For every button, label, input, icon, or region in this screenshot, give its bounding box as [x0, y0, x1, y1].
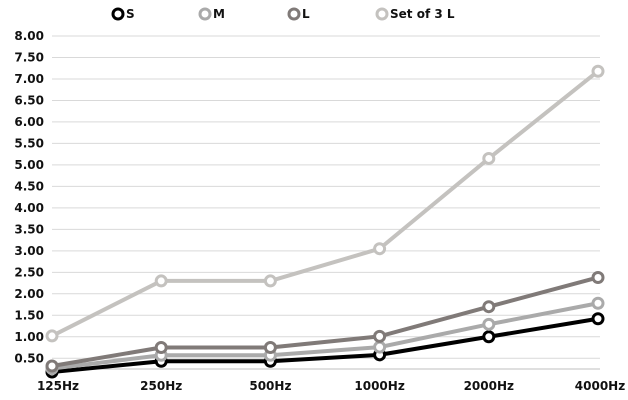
- legend-marker: [111, 7, 125, 21]
- y-tick-label: 6.00: [14, 115, 44, 129]
- data-point: [591, 312, 605, 326]
- legend-marker: [375, 7, 389, 21]
- x-tick-label: 4000Hz: [575, 379, 625, 393]
- y-tick-label: 7.00: [14, 72, 44, 86]
- legend: S M L Set of 3 L: [111, 7, 455, 21]
- data-point: [591, 296, 605, 310]
- series-s: [45, 312, 605, 379]
- y-tick-label: 3.00: [14, 244, 44, 258]
- series-line: [50, 316, 600, 375]
- data-point: [591, 64, 605, 78]
- data-point: [373, 242, 387, 256]
- y-tick-label: 4.00: [14, 201, 44, 215]
- series-line: [50, 275, 600, 368]
- data-point: [591, 270, 605, 284]
- x-tick-label: 1000Hz: [354, 379, 404, 393]
- legend-label: Set of 3 L: [390, 7, 455, 21]
- y-tick-label: 1.50: [14, 308, 44, 322]
- series-set-of-3-l: [45, 64, 605, 343]
- legend-item: S: [111, 7, 135, 21]
- data-point: [45, 359, 59, 373]
- data-point: [373, 329, 387, 343]
- y-tick-label: 0.50: [14, 351, 44, 365]
- y-tick-label: 7.50: [14, 50, 44, 64]
- legend-item: L: [287, 7, 310, 21]
- data-point: [482, 330, 496, 344]
- y-tick-label: 5.00: [14, 158, 44, 172]
- legend-marker: [198, 7, 212, 21]
- y-axis: 0.50 1.00 1.50 2.00 2.50 3.00 3.50 4.00 4.50 5.00…: [14, 29, 44, 365]
- legend-label: L: [302, 7, 310, 21]
- y-tick-label: 3.50: [14, 222, 44, 236]
- series: [45, 64, 605, 379]
- data-point: [373, 340, 387, 354]
- y-tick-label: 8.00: [14, 29, 44, 43]
- data-point: [154, 274, 168, 288]
- data-point: [45, 329, 59, 343]
- legend-label: S: [126, 7, 135, 21]
- y-tick-label: 6.50: [14, 93, 44, 107]
- x-tick-label: 250Hz: [140, 379, 182, 393]
- legend-item: M: [198, 7, 225, 21]
- y-tick-label: 4.50: [14, 179, 44, 193]
- series-line: [50, 69, 600, 338]
- data-point: [154, 341, 168, 355]
- series-line: [50, 301, 600, 371]
- x-axis: 125Hz 250Hz 500Hz 1000Hz 2000Hz 4000Hz: [37, 368, 625, 393]
- x-tick-label: 500Hz: [249, 379, 291, 393]
- legend-marker: [287, 7, 301, 21]
- y-tick-label: 2.50: [14, 265, 44, 279]
- legend-label: M: [213, 7, 225, 21]
- data-point: [482, 151, 496, 165]
- series-l: [45, 270, 605, 373]
- legend-item: Set of 3 L: [375, 7, 455, 21]
- data-point: [482, 317, 496, 331]
- data-point: [482, 300, 496, 314]
- y-tick-label: 5.50: [14, 136, 44, 150]
- y-tick-label: 1.00: [14, 330, 44, 344]
- data-point: [263, 274, 277, 288]
- data-point: [263, 341, 277, 355]
- series-m: [45, 296, 605, 376]
- grid: [52, 35, 600, 359]
- y-tick-label: 2.00: [14, 287, 44, 301]
- x-tick-label: 125Hz: [37, 379, 79, 393]
- x-tick-label: 2000Hz: [464, 379, 514, 393]
